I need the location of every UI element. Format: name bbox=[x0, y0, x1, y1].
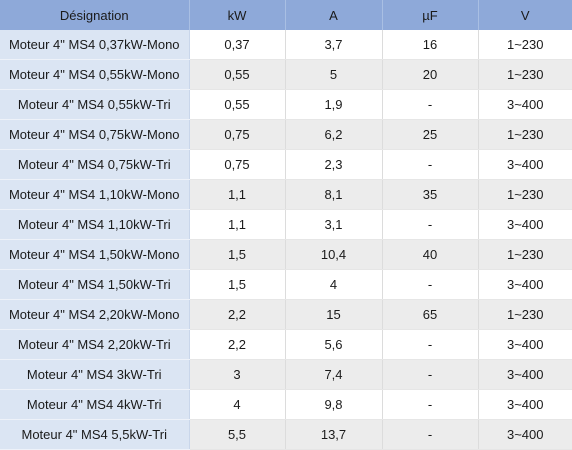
cell-kw: 0,37 bbox=[189, 30, 286, 60]
cell-designation: Moteur 4" MS4 1,10kW-Tri bbox=[0, 209, 190, 240]
cell-designation: Moteur 4" MS4 1,50kW-Mono bbox=[0, 239, 190, 270]
cell-kw: 2,2 bbox=[189, 299, 286, 330]
header-row: Désignation kW A µF V bbox=[0, 0, 572, 30]
cell-capacitance: 35 bbox=[382, 179, 479, 210]
table-row: Moteur 4" MS4 2,20kW-Tri 2,2 5,6-3~400 bbox=[0, 329, 572, 360]
cell-capacitance: - bbox=[382, 329, 479, 360]
cell-designation: Moteur 4" MS4 3kW-Tri bbox=[0, 359, 190, 390]
cell-kw: 4 bbox=[189, 389, 286, 420]
cell-capacitance: - bbox=[382, 269, 479, 300]
cell-designation: Moteur 4" MS4 0,55kW-Tri bbox=[0, 89, 190, 120]
table-row: Moteur 4" MS4 0,75kW-Mono 0,75 6,2 25 1~230 bbox=[0, 119, 572, 150]
header-kw: kW bbox=[189, 0, 286, 30]
table-row: Moteur 4" MS4 4kW-Tri 4 9,8-3~400 bbox=[0, 389, 572, 420]
cell-amperes: 1,9 bbox=[285, 89, 383, 120]
cell-amperes: 3,1 bbox=[285, 209, 383, 240]
cell-designation: Moteur 4" MS4 1,10kW-Mono bbox=[0, 179, 190, 210]
table-row: Moteur 4" MS4 1,10kW-Mono 1,1 8,1 35 1~230 bbox=[0, 179, 572, 210]
table-row: Moteur 4" MS4 0,75kW-Tri 0,75 2,3-3~400 bbox=[0, 149, 572, 180]
cell-capacitance: - bbox=[382, 209, 479, 240]
cell-amperes: 5,6 bbox=[285, 329, 383, 360]
cell-capacitance: - bbox=[382, 89, 479, 120]
cell-amperes: 4 bbox=[285, 269, 383, 300]
cell-capacitance: 40 bbox=[382, 239, 479, 270]
cell-voltage: 1~230 bbox=[478, 59, 572, 90]
cell-kw: 0,55 bbox=[189, 59, 286, 90]
cell-amperes: 8,1 bbox=[285, 179, 383, 210]
cell-capacitance: 65 bbox=[382, 299, 479, 330]
cell-kw: 2,2 bbox=[189, 329, 286, 360]
cell-amperes: 15 bbox=[285, 299, 383, 330]
cell-amperes: 6,2 bbox=[285, 119, 383, 150]
cell-designation: Moteur 4" MS4 4kW-Tri bbox=[0, 389, 190, 420]
cell-voltage: 3~400 bbox=[478, 329, 572, 360]
table-row: Moteur 4" MS4 1,50kW-Tri 1,5 4-3~400 bbox=[0, 269, 572, 300]
cell-amperes: 10,4 bbox=[285, 239, 383, 270]
table-row: Moteur 4" MS4 2,20kW-Mono 2,2 15 65 1~230 bbox=[0, 299, 572, 330]
table-row: Moteur 4" MS4 0,37kW-Mono 0,37 3,7 16 1~230 bbox=[0, 30, 572, 60]
cell-voltage: 1~230 bbox=[478, 179, 572, 210]
table-header: Désignation kW A µF V bbox=[0, 0, 572, 30]
table-row: Moteur 4" MS4 1,50kW-Mono 1,5 10,4 40 1~230 bbox=[0, 239, 572, 270]
cell-designation: Moteur 4" MS4 0,55kW-Mono bbox=[0, 59, 190, 90]
table-row: Moteur 4" MS4 3kW-Tri 3 7,4-3~400 bbox=[0, 359, 572, 390]
cell-designation: Moteur 4" MS4 2,20kW-Mono bbox=[0, 299, 190, 330]
cell-amperes: 9,8 bbox=[285, 389, 383, 420]
cell-voltage: 3~400 bbox=[478, 89, 572, 120]
cell-kw: 0,75 bbox=[189, 149, 286, 180]
cell-designation: Moteur 4" MS4 0,75kW-Mono bbox=[0, 119, 190, 150]
header-amperes: A bbox=[285, 0, 383, 30]
cell-designation: Moteur 4" MS4 1,50kW-Tri bbox=[0, 269, 190, 300]
cell-capacitance: - bbox=[382, 359, 479, 390]
cell-kw: 1,1 bbox=[189, 209, 286, 240]
cell-voltage: 3~400 bbox=[478, 389, 572, 420]
cell-voltage: 3~400 bbox=[478, 149, 572, 180]
cell-amperes: 3,7 bbox=[285, 30, 383, 60]
cell-kw: 1,5 bbox=[189, 269, 286, 300]
header-voltage: V bbox=[478, 0, 572, 30]
cell-amperes: 2,3 bbox=[285, 149, 383, 180]
cell-designation: Moteur 4" MS4 0,75kW-Tri bbox=[0, 149, 190, 180]
cell-kw: 1,1 bbox=[189, 179, 286, 210]
cell-amperes: 5 bbox=[285, 59, 383, 90]
cell-amperes: 7,4 bbox=[285, 359, 383, 390]
cell-designation: Moteur 4" MS4 0,37kW-Mono bbox=[0, 30, 190, 60]
cell-kw: 0,55 bbox=[189, 89, 286, 120]
cell-kw: 0,75 bbox=[189, 119, 286, 150]
cell-kw: 3 bbox=[189, 359, 286, 390]
cell-kw: 1,5 bbox=[189, 239, 286, 270]
cell-voltage: 3~400 bbox=[478, 209, 572, 240]
cell-voltage: 1~230 bbox=[478, 119, 572, 150]
table-row: Moteur 4" MS4 0,55kW-Mono 0,55 5 20 1~230 bbox=[0, 59, 572, 90]
cell-voltage: 3~400 bbox=[478, 359, 572, 390]
table-row: Moteur 4" MS4 1,10kW-Tri 1,1 3,1-3~400 bbox=[0, 209, 572, 240]
cell-designation: Moteur 4" MS4 2,20kW-Tri bbox=[0, 329, 190, 360]
cell-capacitance: - bbox=[382, 149, 479, 180]
cell-voltage: 1~230 bbox=[478, 30, 572, 60]
cell-capacitance: - bbox=[382, 389, 479, 420]
cell-capacitance: 25 bbox=[382, 119, 479, 150]
cell-voltage: 1~230 bbox=[478, 299, 572, 330]
cell-voltage: 3~400 bbox=[478, 269, 572, 300]
cell-capacitance: 20 bbox=[382, 59, 479, 90]
header-designation: Désignation bbox=[0, 0, 190, 30]
cell-voltage: 1~230 bbox=[478, 239, 572, 270]
cell-capacitance: 16 bbox=[382, 30, 479, 60]
header-capacitance: µF bbox=[382, 0, 479, 30]
table-body: Moteur 4" MS4 0,37kW-Mono 0,37 3,7 16 1~230 M… bbox=[0, 30, 572, 450]
table-row: Moteur 4" MS4 0,55kW-Tri 0,55 1,9-3~400 bbox=[0, 89, 572, 120]
